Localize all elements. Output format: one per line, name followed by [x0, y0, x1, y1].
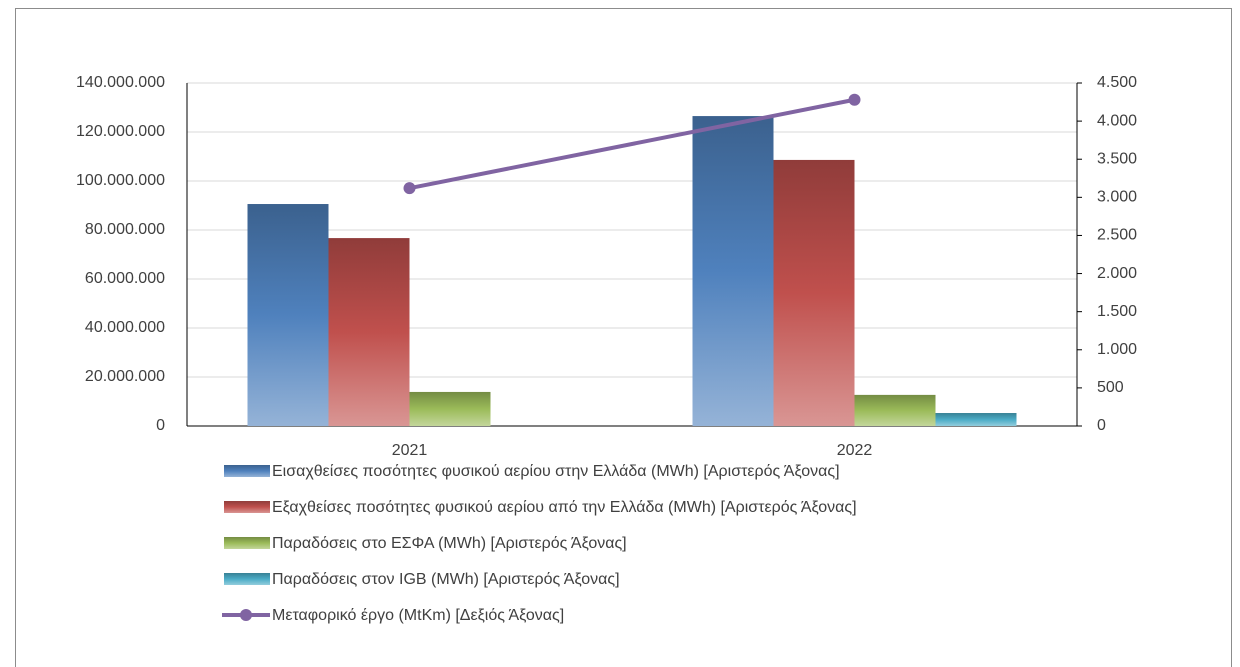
legend-swatch	[224, 537, 270, 549]
bar	[409, 391, 491, 426]
legend-swatch	[224, 465, 270, 477]
y2-tick-label: 1.500	[1097, 303, 1137, 320]
x-tick-label: 2022	[837, 442, 873, 459]
y2-tick-label: 3.000	[1097, 189, 1137, 206]
legend-label: Παραδόσεις στο ΕΣΦΑ (MWh) [Αριστερός Άξο…	[272, 535, 627, 552]
x-tick-label: 2021	[392, 442, 428, 459]
y2-tick-label: 4.500	[1097, 74, 1137, 91]
y-tick-label: 0	[156, 417, 165, 434]
line-marker	[403, 182, 416, 195]
y2-tick-label: 4.000	[1097, 112, 1137, 129]
y2-tick-label: 3.500	[1097, 150, 1137, 167]
legend-marker	[240, 609, 252, 621]
line-marker	[848, 93, 861, 106]
chart-frame	[15, 8, 1232, 667]
legend-label: Εισαχθείσες ποσότητες φυσικού αερίου στη…	[272, 463, 840, 480]
y-tick-label: 80.000.000	[85, 221, 165, 238]
line	[409, 97, 855, 191]
bar	[692, 116, 774, 426]
y-tick-label: 100.000.000	[76, 172, 165, 189]
legend-label: Μεταφορικό έργο (MtKm) [Δεξιός Άξονας]	[272, 607, 564, 624]
y2-tick-label: 2.000	[1097, 265, 1137, 282]
bar	[935, 413, 1017, 426]
y-tick-label: 20.000.000	[85, 368, 165, 385]
bar	[328, 238, 410, 426]
bar	[773, 159, 855, 426]
legend-label: Παραδόσεις στον IGB (MWh) [Αριστερός Άξο…	[272, 571, 620, 588]
bar	[854, 394, 936, 426]
legend-swatch	[224, 573, 270, 585]
bar	[247, 204, 329, 426]
y2-tick-label: 2.500	[1097, 227, 1137, 244]
y2-tick-label: 500	[1097, 379, 1124, 396]
y-tick-label: 40.000.000	[85, 319, 165, 336]
legend-label: Εξαχθείσες ποσότητες φυσικού αερίου από …	[272, 499, 857, 516]
y-tick-label: 120.000.000	[76, 123, 165, 140]
y2-tick-label: 0	[1097, 417, 1106, 434]
y-tick-label: 60.000.000	[85, 270, 165, 287]
legend-swatch	[224, 501, 270, 513]
y-tick-label: 140.000.000	[76, 74, 165, 91]
y2-tick-label: 1.000	[1097, 341, 1137, 358]
